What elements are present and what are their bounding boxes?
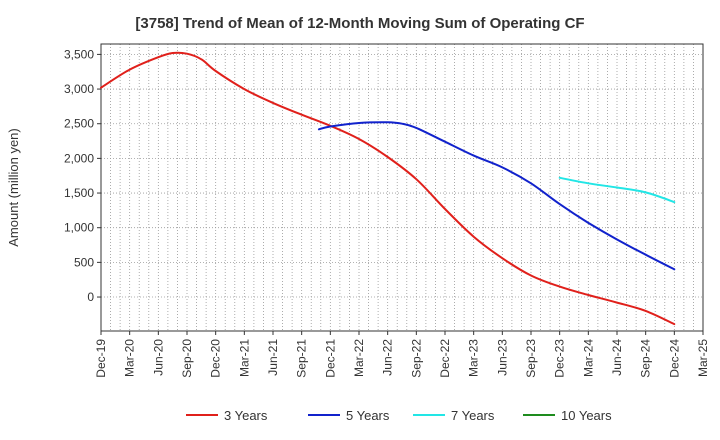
series-line-5-years <box>317 121 676 271</box>
series-lines <box>100 51 676 326</box>
legend-label: 5 Years <box>346 408 390 423</box>
legend: 3 Years 5 Years 7 Years 10 Years <box>186 408 612 423</box>
x-tick-label: Jun-23 <box>495 339 509 376</box>
x-tick-label: Dec-19 <box>94 339 108 378</box>
plot-area <box>100 43 704 332</box>
x-tick-label: Sep-20 <box>180 339 194 378</box>
x-tick-label: Mar-22 <box>352 339 366 377</box>
x-tick-label: Sep-22 <box>409 339 423 378</box>
x-tick-label: Dec-21 <box>323 339 337 378</box>
series-line-3-years <box>100 51 676 326</box>
legend-label: 3 Years <box>224 408 268 423</box>
y-tick-label: 1,500 <box>64 186 94 200</box>
x-tick-label: Dec-22 <box>438 339 452 378</box>
y-tick-label: 2,000 <box>64 151 94 165</box>
x-tick-label: Mar-25 <box>696 339 710 377</box>
y-tick-label: 1,000 <box>64 221 94 235</box>
legend-label: 10 Years <box>561 408 612 423</box>
x-tick-label: Sep-24 <box>639 339 653 378</box>
y-axis: 0 500 1,000 1,500 2,000 2,500 3,000 3,500 <box>64 47 101 304</box>
series-line-7-years <box>558 176 676 204</box>
x-tick-label: Mar-24 <box>581 339 595 377</box>
x-axis: Dec-19 Mar-20 Jun-20 Sep-20 Dec-20 Mar-21 Jun-… <box>94 331 710 378</box>
x-tick-label: Mar-21 <box>237 339 251 377</box>
y-tick-label: 2,500 <box>64 117 94 131</box>
x-tick-label: Sep-23 <box>524 339 538 378</box>
grid <box>101 44 703 331</box>
x-tick-label: Dec-23 <box>553 339 567 378</box>
y-axis-label: Amount (million yen) <box>6 128 21 247</box>
x-tick-label: Jun-20 <box>151 339 165 376</box>
legend-label: 7 Years <box>451 408 495 423</box>
x-tick-label: Jun-22 <box>381 339 395 376</box>
y-tick-label: 3,500 <box>64 47 94 61</box>
chart-title: [3758] Trend of Mean of 12-Month Moving … <box>135 15 584 32</box>
x-tick-label: Jun-21 <box>266 339 280 376</box>
x-tick-label: Dec-24 <box>667 339 681 378</box>
x-tick-label: Dec-20 <box>209 339 223 378</box>
y-tick-label: 3,000 <box>64 82 94 96</box>
x-tick-label: Mar-23 <box>467 339 481 377</box>
y-tick-label: 500 <box>74 255 94 269</box>
x-tick-label: Mar-20 <box>123 339 137 377</box>
x-tick-label: Jun-24 <box>610 339 624 376</box>
y-tick-label: 0 <box>87 290 94 304</box>
x-tick-label: Sep-21 <box>295 339 309 378</box>
